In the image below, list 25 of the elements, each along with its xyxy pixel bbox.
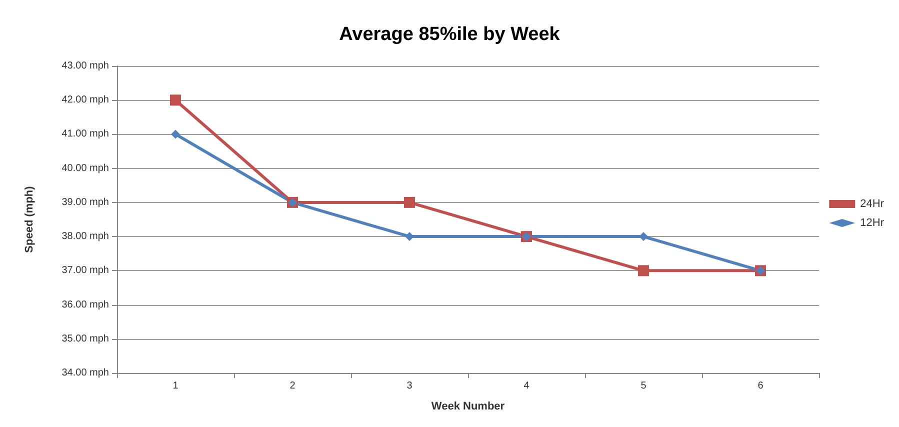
y-tick-label: 39.00 mph: [62, 196, 109, 208]
point: [171, 130, 180, 139]
y-tick-label: 37.00 mph: [62, 265, 109, 276]
x-tick-label: 6: [758, 380, 764, 392]
point: [638, 265, 649, 276]
y-tick-label: 41.00 mph: [62, 128, 109, 140]
x-axis-title: Week Number: [431, 400, 506, 412]
y-tick-label: 34.00 mph: [62, 368, 109, 378]
x-tick-label: 5: [640, 380, 647, 392]
x-tick-label: 1: [172, 380, 179, 392]
y-tick-label: 43.00 mph: [62, 60, 109, 72]
y-tick-label: 36.00 mph: [62, 299, 109, 310]
x-tick-label: 3: [406, 380, 413, 392]
x-tick-label: 2: [290, 380, 296, 392]
legend-label: 24Hr: [860, 198, 884, 210]
y-tick-label: 40.00 mph: [62, 162, 109, 174]
y-tick-label: 35.00 mph: [62, 333, 109, 344]
y-tick-label: 42.00 mph: [62, 94, 109, 106]
point: [170, 94, 181, 106]
x-tick-label: 4: [524, 380, 530, 392]
chart-title: Average 85%ile by Week: [339, 24, 560, 45]
y-tick-label: 38.00 mph: [62, 231, 109, 242]
y-axis-title: Speed (mph): [24, 186, 36, 253]
legend-label: 12Hr: [860, 217, 884, 229]
point: [404, 196, 415, 208]
